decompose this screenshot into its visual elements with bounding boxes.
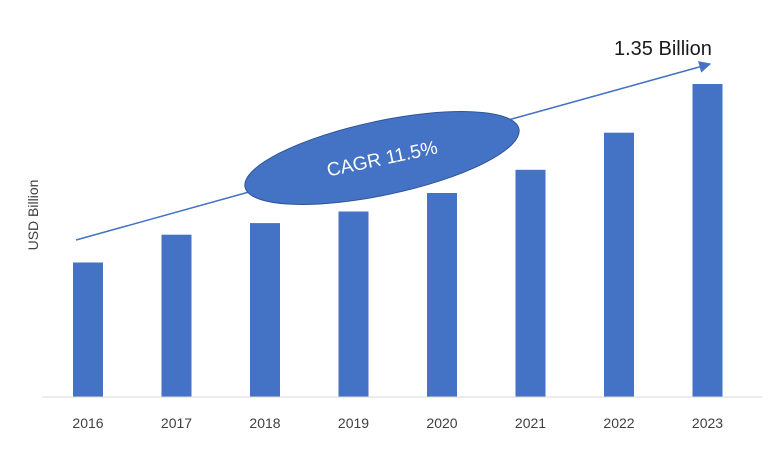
bar-2020	[427, 193, 457, 397]
x-tick-2023: 2023	[692, 415, 723, 431]
x-tick-2021: 2021	[515, 415, 546, 431]
bar-2018	[250, 223, 280, 397]
cagr-ellipse	[244, 111, 520, 205]
x-tick-2020: 2020	[426, 415, 457, 431]
x-tick-labels: 2016 2017 2018 2019 2020 2021 2022 2023	[72, 415, 723, 431]
bar-2023	[692, 84, 723, 397]
x-tick-2016: 2016	[72, 415, 103, 431]
bar-2022	[604, 132, 634, 397]
x-tick-2019: 2019	[338, 415, 369, 431]
bar-2016	[73, 262, 103, 397]
bar-2019	[338, 211, 369, 397]
bars-group	[73, 84, 723, 397]
bar-2021	[515, 169, 546, 397]
x-tick-2022: 2022	[603, 415, 634, 431]
x-tick-2018: 2018	[249, 415, 280, 431]
x-tick-2017: 2017	[161, 415, 192, 431]
bar-2017	[161, 234, 192, 397]
end-value-annotation: 1.35 Billion	[614, 38, 712, 60]
y-axis-label: USD Billion	[25, 180, 41, 251]
